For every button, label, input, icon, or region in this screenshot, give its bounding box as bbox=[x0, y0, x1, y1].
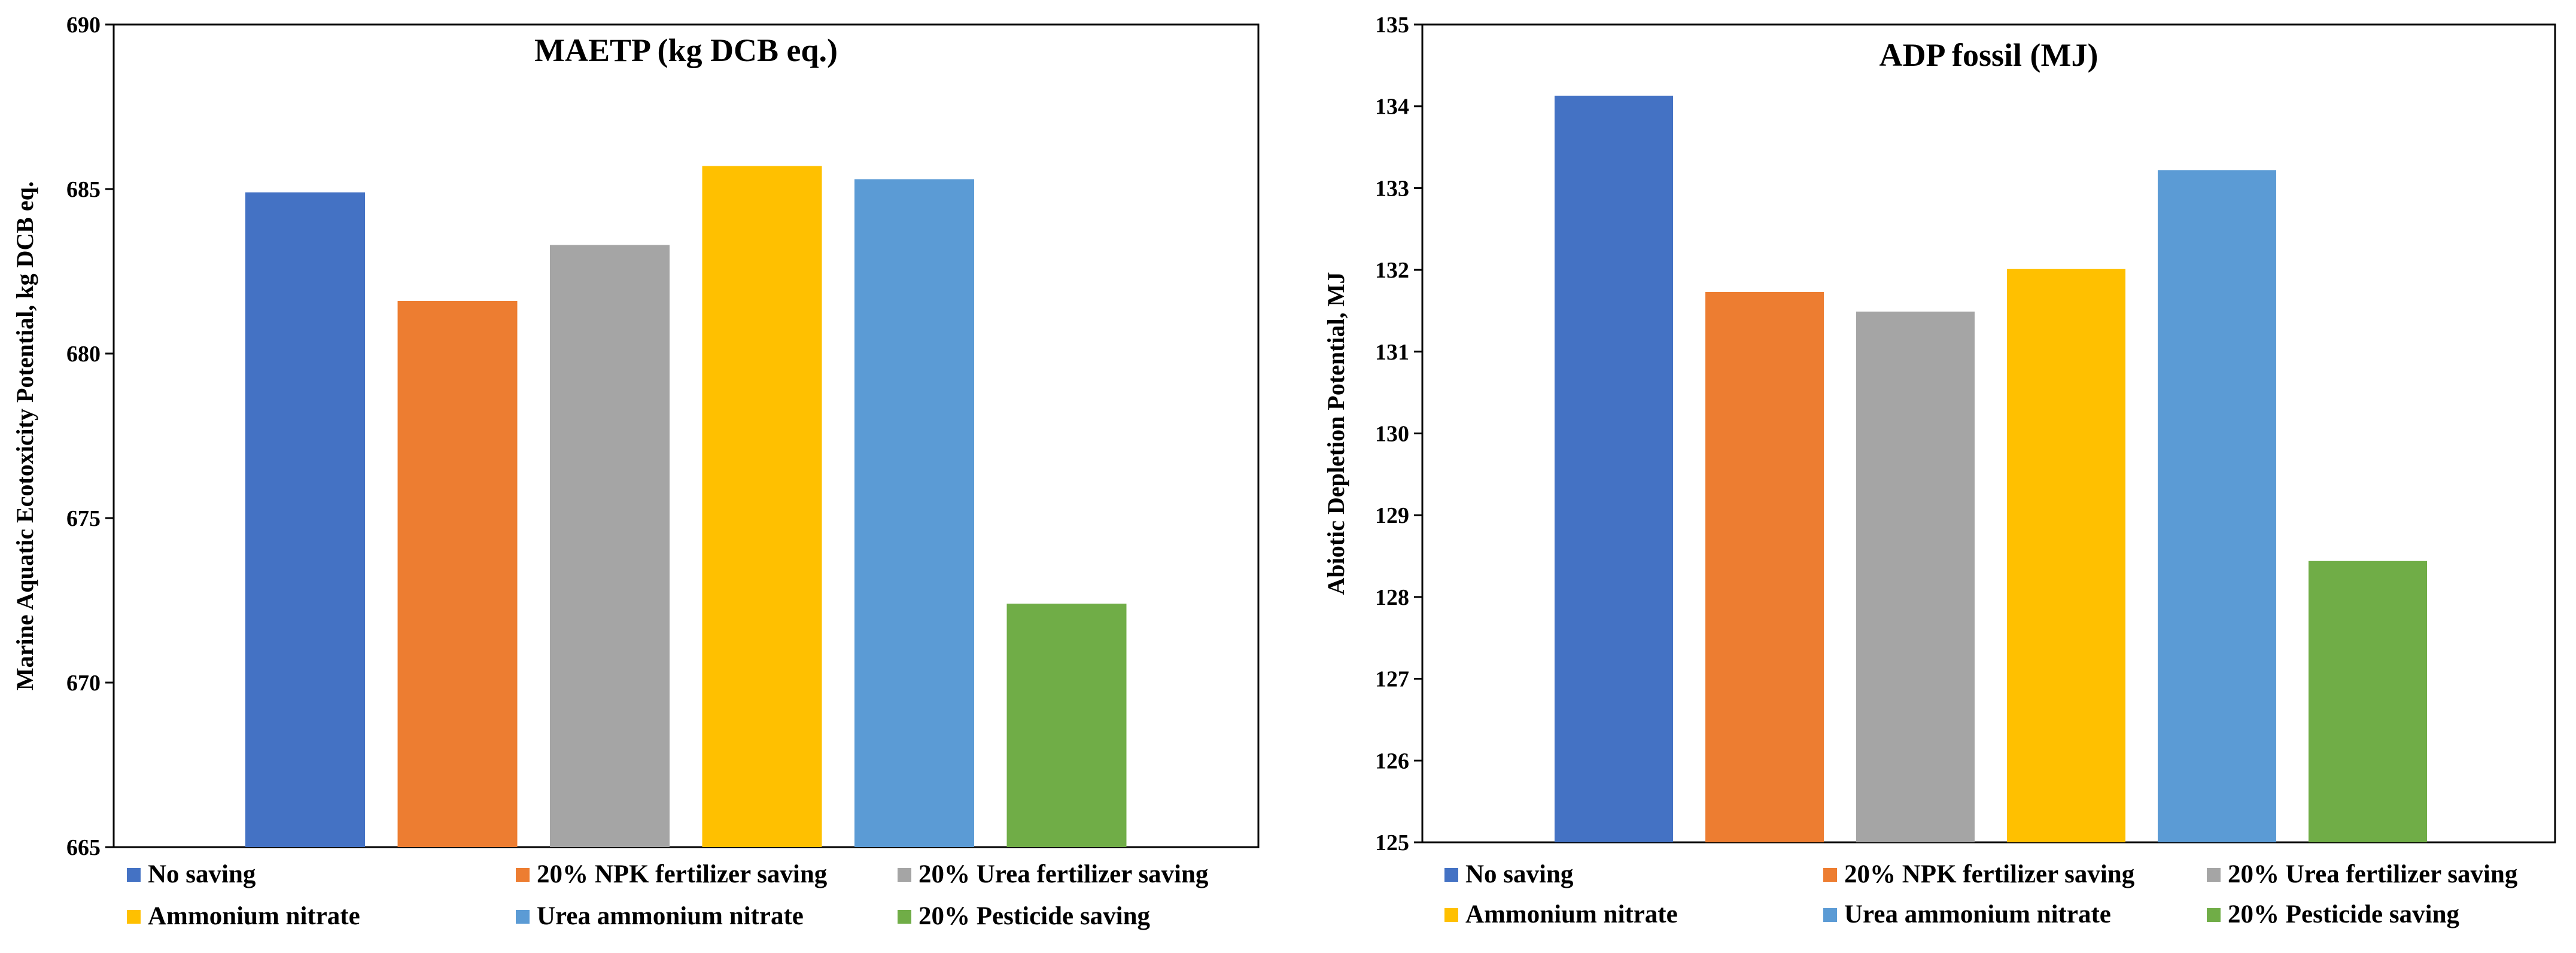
y-tick-label: 125 bbox=[1375, 830, 1409, 855]
y-tick-label: 675 bbox=[66, 506, 101, 531]
bar-1 bbox=[1555, 95, 1673, 843]
legend-swatch bbox=[127, 910, 141, 924]
y-tick-label: 134 bbox=[1375, 95, 1409, 120]
bar-5 bbox=[854, 179, 974, 847]
y-axis-title: Abiotic Depletion Potential, MJ bbox=[1322, 272, 1349, 595]
bar-2 bbox=[1705, 292, 1824, 842]
plot-area bbox=[112, 23, 1260, 848]
y-tick-label: 132 bbox=[1375, 258, 1409, 283]
legend-label: 20% NPK fertilizer saving bbox=[1844, 860, 2135, 888]
legend-swatch bbox=[2207, 868, 2221, 882]
y-tick-label: 665 bbox=[66, 835, 101, 860]
legend-label: 20% Pesticide saving bbox=[2228, 900, 2459, 928]
y-tick-label: 133 bbox=[1375, 176, 1409, 201]
legend-swatch bbox=[516, 868, 530, 882]
y-tick-label: 670 bbox=[66, 671, 101, 696]
legend-label: No saving bbox=[1465, 860, 1574, 888]
y-tick-label: 129 bbox=[1375, 503, 1409, 528]
y-axis-title: Marine Aquatic Ecotoxicity Potential, kg… bbox=[11, 181, 38, 690]
y-tick-label: 130 bbox=[1375, 422, 1409, 447]
maetp-chart: 665 670 675 680 685 690 MAETP (kg DCB eq.) Mari… bbox=[11, 13, 1260, 930]
y-tick-label: 680 bbox=[66, 342, 101, 367]
bar-3 bbox=[550, 245, 670, 847]
legend-swatch bbox=[127, 868, 141, 882]
legend-label: No saving bbox=[148, 860, 256, 888]
y-tick-label: 135 bbox=[1375, 13, 1409, 38]
legend-label: Ammonium nitrate bbox=[148, 902, 360, 930]
legend-label: Urea ammonium nitrate bbox=[1844, 900, 2111, 928]
y-tick-label: 690 bbox=[66, 13, 101, 38]
legend-label: Urea ammonium nitrate bbox=[537, 902, 804, 930]
bar-5 bbox=[2158, 170, 2276, 843]
y-tick-label: 131 bbox=[1375, 340, 1409, 365]
bar-6 bbox=[2309, 561, 2427, 842]
bar-3 bbox=[1856, 311, 1975, 842]
legend-label: 20% Urea fertilizer saving bbox=[919, 860, 1209, 888]
legend-label: 20% Urea fertilizer saving bbox=[2228, 860, 2518, 888]
bar-6 bbox=[1006, 604, 1127, 847]
legend-label: 20% Pesticide saving bbox=[919, 902, 1150, 930]
y-tick-label: 128 bbox=[1375, 585, 1409, 610]
legend-swatch bbox=[1823, 908, 1837, 922]
y-tick-label: 685 bbox=[66, 177, 101, 202]
y-tick-label: 126 bbox=[1375, 748, 1409, 774]
legend-swatch bbox=[898, 868, 911, 882]
bar-4 bbox=[2007, 269, 2125, 842]
legend-swatch bbox=[516, 910, 530, 924]
bar-4 bbox=[702, 166, 822, 847]
legend-swatch bbox=[898, 910, 911, 924]
legend-label: 20% NPK fertilizer saving bbox=[537, 860, 828, 888]
legend-label: Ammonium nitrate bbox=[1465, 900, 1678, 928]
bar-1 bbox=[245, 192, 365, 847]
legend-swatch bbox=[1444, 868, 1458, 882]
legend-swatch bbox=[2207, 908, 2221, 922]
legend-swatch bbox=[1444, 908, 1458, 922]
bar-2 bbox=[397, 301, 518, 847]
adp-fossil-chart: 125 126 127 128 129 130 131 132 133 134 135 ADP fos… bbox=[1322, 13, 2556, 928]
chart-title: MAETP (kg DCB eq.) bbox=[534, 32, 838, 68]
legend-swatch bbox=[1823, 868, 1837, 882]
y-tick-label: 127 bbox=[1375, 667, 1409, 692]
chart-title: ADP fossil (MJ) bbox=[1879, 37, 2098, 73]
